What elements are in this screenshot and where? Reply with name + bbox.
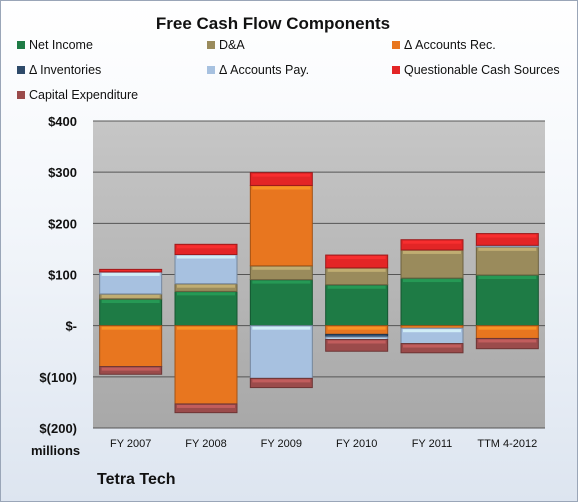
legend-item: Capital Expenditure: [17, 88, 138, 102]
bar-highlight: [327, 340, 386, 344]
bar-highlight: [403, 329, 461, 333]
y-tick-label: $200: [48, 216, 77, 231]
chart-title: Free Cash Flow Components: [155, 14, 391, 33]
bar-highlight: [252, 173, 311, 177]
legend-label: Δ Inventories: [29, 63, 102, 77]
bar-segment: [325, 338, 389, 352]
x-tick-label: FY 2008: [185, 438, 226, 450]
bar-highlight: [478, 234, 537, 238]
bar-highlight: [252, 326, 311, 330]
bar-highlight: [403, 250, 461, 254]
bar-highlight: [403, 344, 461, 348]
bar-highlight: [177, 284, 235, 288]
bar-segment: [174, 403, 238, 414]
bar-highlight: [478, 247, 537, 251]
bar-segment: [400, 343, 464, 354]
bar-highlight: [478, 339, 537, 343]
bar-highlight: [101, 270, 160, 271]
bar-segment: [174, 290, 238, 327]
bar-highlight: [252, 266, 311, 270]
bar-segment: [249, 184, 313, 267]
bar-highlight: [327, 256, 386, 260]
bar-segment: [99, 298, 163, 327]
bar-highlight: [101, 272, 160, 276]
legend-item: D&A: [207, 38, 245, 52]
legend-item: Net Income: [17, 38, 93, 52]
legend-label: Questionable Cash Sources: [404, 63, 560, 77]
bar-highlight: [478, 326, 537, 330]
bar-highlight: [327, 285, 386, 289]
bar-highlight: [177, 255, 235, 259]
bar-segment: [249, 279, 313, 327]
bar-segment: [174, 243, 238, 256]
legend-label: Capital Expenditure: [29, 88, 139, 102]
bar-segment: [475, 337, 539, 350]
bar-highlight: [327, 268, 386, 272]
bar-segment: [400, 249, 464, 279]
bar-highlight: [327, 337, 386, 339]
bar-segment: [400, 277, 464, 327]
legend-label: Δ Accounts Pay.: [219, 63, 310, 77]
bar-highlight: [101, 326, 160, 330]
legend-swatch: [207, 41, 215, 49]
bar-highlight: [252, 186, 311, 190]
bar-highlight: [252, 379, 311, 383]
x-tick-label: FY 2010: [336, 438, 377, 450]
y-tick-label: $(100): [39, 370, 77, 385]
bar-segment: [475, 233, 539, 246]
y-tick-label: $400: [48, 114, 77, 129]
bar-segment: [325, 284, 389, 327]
legend-label: Net Income: [29, 38, 93, 52]
legend-swatch: [17, 66, 25, 74]
legend-swatch: [17, 41, 25, 49]
bar-segment: [249, 377, 313, 389]
bar-highlight: [177, 245, 235, 249]
y-tick-label: $(200): [39, 421, 77, 436]
bar-highlight: [478, 276, 537, 280]
y-tick-label: $300: [48, 165, 77, 180]
bar-segment: [475, 246, 539, 276]
bar-highlight: [101, 294, 160, 298]
x-tick-label: FY 2007: [110, 438, 151, 450]
legend-swatch: [392, 41, 400, 49]
bar-segment: [174, 325, 238, 405]
bar-highlight: [327, 326, 386, 330]
bar-segment: [99, 325, 163, 368]
x-tick-label: FY 2009: [261, 438, 302, 450]
legend-label: Δ Accounts Rec.: [404, 38, 496, 52]
bar-highlight: [403, 279, 461, 283]
bar-highlight: [177, 292, 235, 296]
bar-highlight: [177, 326, 235, 330]
legend-item: Questionable Cash Sources: [392, 63, 560, 77]
legend-swatch: [17, 91, 25, 99]
bar-segment: [475, 274, 539, 327]
legend-swatch: [392, 66, 400, 74]
bar-highlight: [177, 404, 235, 408]
bar-highlight: [101, 367, 160, 371]
legend-label: D&A: [219, 38, 245, 52]
bar-highlight: [327, 335, 386, 336]
bar-segment: [400, 239, 464, 251]
bar-highlight: [403, 326, 461, 328]
bar-segment: [249, 325, 313, 379]
x-tick-label: FY 2011: [412, 438, 453, 450]
x-tick-label: TTM 4-2012: [477, 438, 537, 450]
legend-item: Δ Accounts Rec.: [392, 38, 496, 52]
bar-highlight: [403, 240, 461, 244]
unit-label: millions: [31, 443, 81, 458]
legend-swatch: [207, 66, 215, 74]
legend-item: Δ Accounts Pay.: [207, 63, 309, 77]
y-tick-label: $100: [48, 268, 77, 283]
y-tick-label: $-: [65, 319, 77, 334]
bar-highlight: [252, 280, 311, 284]
legend-item: Δ Inventories: [17, 63, 101, 77]
bar-highlight: [101, 300, 160, 304]
bar-segment: [174, 254, 238, 285]
company-name: Tetra Tech: [97, 471, 176, 488]
